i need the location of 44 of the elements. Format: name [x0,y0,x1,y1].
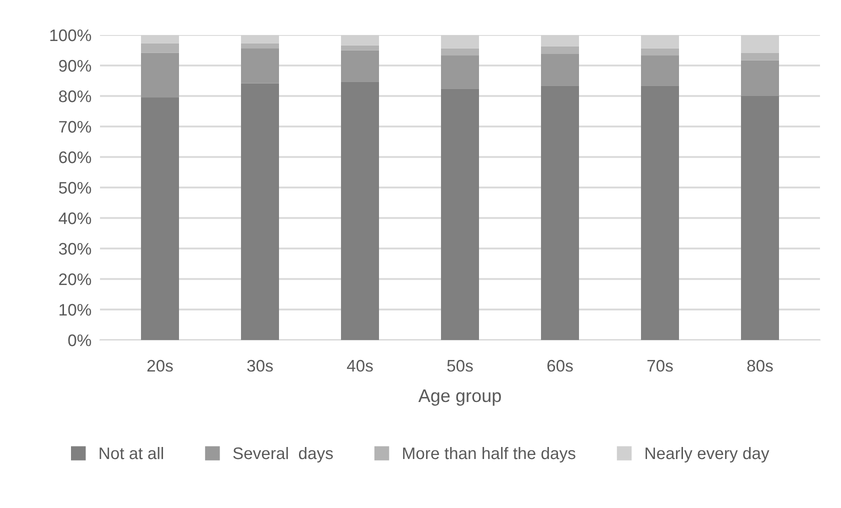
bar [741,96,779,340]
y-tick-label: 40% [58,212,92,224]
y-tick-label: 50% [58,182,92,194]
bar [141,52,179,98]
y-tick-label: 20% [59,273,92,286]
y-tick-label: 70% [59,120,92,133]
bar [341,50,379,82]
bar [641,55,679,86]
legend-label: Not at all [100,446,164,460]
bar [241,48,279,84]
bar [341,82,379,340]
x-tick-label: 70s [647,360,673,372]
bar [241,43,279,48]
y-tick-label: 100% [50,29,92,42]
bar [741,60,779,96]
x-tick-label: 50s [447,360,473,372]
bar [741,52,779,60]
y-tick-label: 0% [68,334,92,346]
x-tick-label: 40s [346,360,373,372]
y-tick-label: 10% [60,304,92,316]
y-tick-label: 30% [58,242,92,255]
bar [141,98,179,340]
y-tick-label: 60% [59,151,92,164]
x-tick-label: 60s [547,360,573,372]
bar [541,46,579,54]
bar [641,86,679,340]
bar [141,43,179,53]
legend-label: More than half the days [403,446,576,463]
bar [541,54,579,86]
bar [641,48,679,56]
y-tick-label: 80% [59,90,92,102]
bar [241,83,279,340]
bar [441,88,479,340]
y-tick-label: 90% [59,60,92,72]
bar [541,86,579,340]
x-tick-label: 80s [747,360,773,372]
x-tick-label: 20s [147,360,173,372]
legend-label: Nearly every day [646,446,770,463]
bar [441,55,479,89]
x-axis-title: Age group [418,390,501,406]
bar [441,48,479,56]
x-tick-label: 30s [247,360,273,372]
legend-label: Several days [233,446,333,463]
bar [341,45,379,50]
